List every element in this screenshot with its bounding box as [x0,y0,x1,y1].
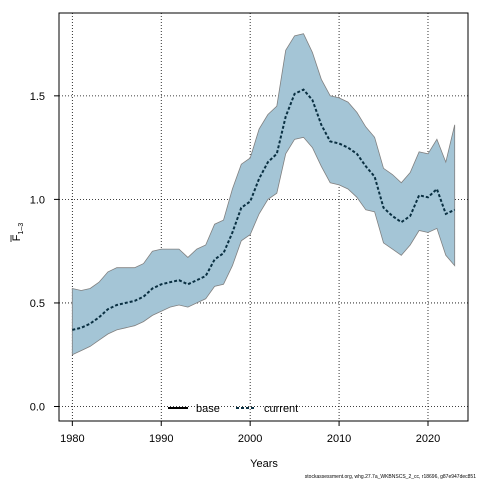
confidence-band [71,33,456,356]
y-axis-title-main: F [11,234,23,241]
plot-frame [58,12,469,422]
x-axis: 1980 1990 2000 2010 2020 [60,421,440,445]
x-tick-label: 1990 [149,433,173,445]
legend-label-current: current [264,403,298,415]
legend-label-base: base [196,403,220,415]
x-tick-label: 2000 [238,433,262,445]
confidence-band-group [71,33,456,356]
y-tick-label: 0.5 [30,298,45,310]
x-tick-label: 1980 [60,433,84,445]
y-tick-label: 1.0 [30,194,45,206]
y-axis-title-sub: 1–3 [18,223,25,235]
svg-text:F1–3: F1–3 [11,223,25,242]
x-tick-label: 2020 [416,433,440,445]
x-tick-label: 2010 [327,433,351,445]
x-axis-title: Years [250,458,278,470]
series-lines [72,88,456,331]
y-tick-label: 1.5 [30,91,45,103]
legend: base current [168,403,298,415]
y-axis-title: F1–3 [10,223,25,242]
footer-text: stockassessment.org, whg.27.7a_WKBNSCS_2… [305,474,476,480]
y-tick-label: 0.0 [30,402,45,414]
y-axis: 0.0 0.5 1.0 1.5 [30,91,59,414]
series-line-current [72,88,456,331]
